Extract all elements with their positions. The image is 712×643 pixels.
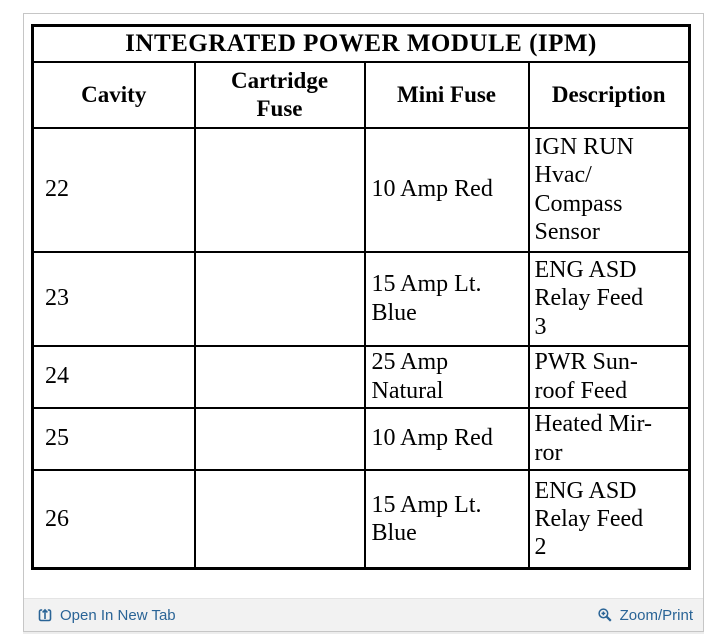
zoom-print-link[interactable]: Zoom/Print [597,607,693,624]
open-in-new-tab-icon [37,607,53,623]
column-header-description: Description [527,60,691,129]
column-header-mini-fuse: Mini Fuse [363,60,530,129]
cartridge-fuse-cell [193,126,366,253]
open-in-new-tab-link[interactable]: Open In New Tab [37,607,176,624]
table-row: 25 10 Amp Red Heated Mir- ror [31,406,691,471]
cavity-cell: 23 [31,250,196,347]
table-title: INTEGRATED POWER MODULE (IPM) [31,24,691,63]
mini-fuse-cell: 10 Amp Red [363,406,530,471]
mini-fuse-cell: 15 Amp Lt. Blue [363,250,530,347]
open-in-new-tab-label: Open In New Tab [60,606,176,624]
mini-fuse-cell: 10 Amp Red [363,126,530,253]
column-header-cartridge-fuse: Cartridge Fuse [193,60,366,129]
table-header-row: Cavity Cartridge Fuse Mini Fuse Descript… [31,60,691,129]
table-title-row: INTEGRATED POWER MODULE (IPM) [31,24,691,63]
fuse-table: INTEGRATED POWER MODULE (IPM) Cavity Car… [31,24,691,570]
cavity-cell: 24 [31,344,196,409]
cartridge-fuse-cell [193,468,366,570]
mini-fuse-cell: 15 Amp Lt. Blue [363,468,530,570]
cartridge-fuse-cell [193,344,366,409]
table-row: 24 25 Amp Natural PWR Sun- roof Feed [31,344,691,409]
cavity-cell: 25 [31,406,196,471]
description-cell: IGN RUN Hvac/ Compass Sensor [527,126,691,253]
description-cell: Heated Mir- ror [527,406,691,471]
zoom-magnifier-plus-icon [597,607,613,623]
description-cell: ENG ASD Relay Feed 3 [527,250,691,347]
cartridge-fuse-cell [193,250,366,347]
cavity-cell: 26 [31,468,196,570]
zoom-print-label: Zoom/Print [619,606,693,624]
table-row: 23 15 Amp Lt. Blue ENG ASD Relay Feed 3 [31,250,691,347]
cartridge-fuse-cell [193,406,366,471]
description-cell: ENG ASD Relay Feed 2 [527,468,691,570]
description-cell: PWR Sun- roof Feed [527,344,691,409]
table-row: 26 15 Amp Lt. Blue ENG ASD Relay Feed 2 [31,468,691,570]
cavity-cell: 22 [31,126,196,253]
document-viewer-panel: INTEGRATED POWER MODULE (IPM) Cavity Car… [23,13,704,632]
table-row: 22 10 Amp Red IGN RUN Hvac/ Compass Sens… [31,126,691,253]
mini-fuse-cell: 25 Amp Natural [363,344,530,409]
viewer-footer: Open In New Tab Zoom/Print [24,598,703,631]
column-header-cavity: Cavity [31,60,196,129]
